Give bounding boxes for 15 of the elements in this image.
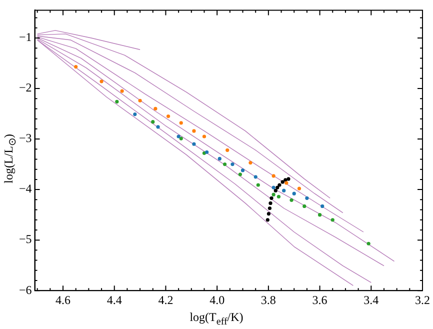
x-tick-label: 4.4 xyxy=(106,292,122,307)
x-tick-label: 3.6 xyxy=(312,292,328,307)
y-tick-label: −3 xyxy=(18,131,32,146)
y-tick-label: −6 xyxy=(18,282,32,297)
x-tick-label: 3.8 xyxy=(260,292,276,307)
x-tick-label: 3.4 xyxy=(364,292,379,307)
y-tick-label: −1 xyxy=(18,30,32,44)
y-tick-label: −5 xyxy=(18,232,32,246)
x-tick-label: 3.2 xyxy=(415,292,430,307)
x-axis-title: log(T$_{eff}$/K) xyxy=(188,310,244,328)
y-tick-label: −2 xyxy=(18,80,32,95)
x-tick-label: 4.0 xyxy=(210,292,225,307)
y-tick-label: −4 xyxy=(18,182,32,196)
x-tick-label: 4.2 xyxy=(158,292,174,307)
x-tick-label: 4.6 xyxy=(56,292,71,307)
